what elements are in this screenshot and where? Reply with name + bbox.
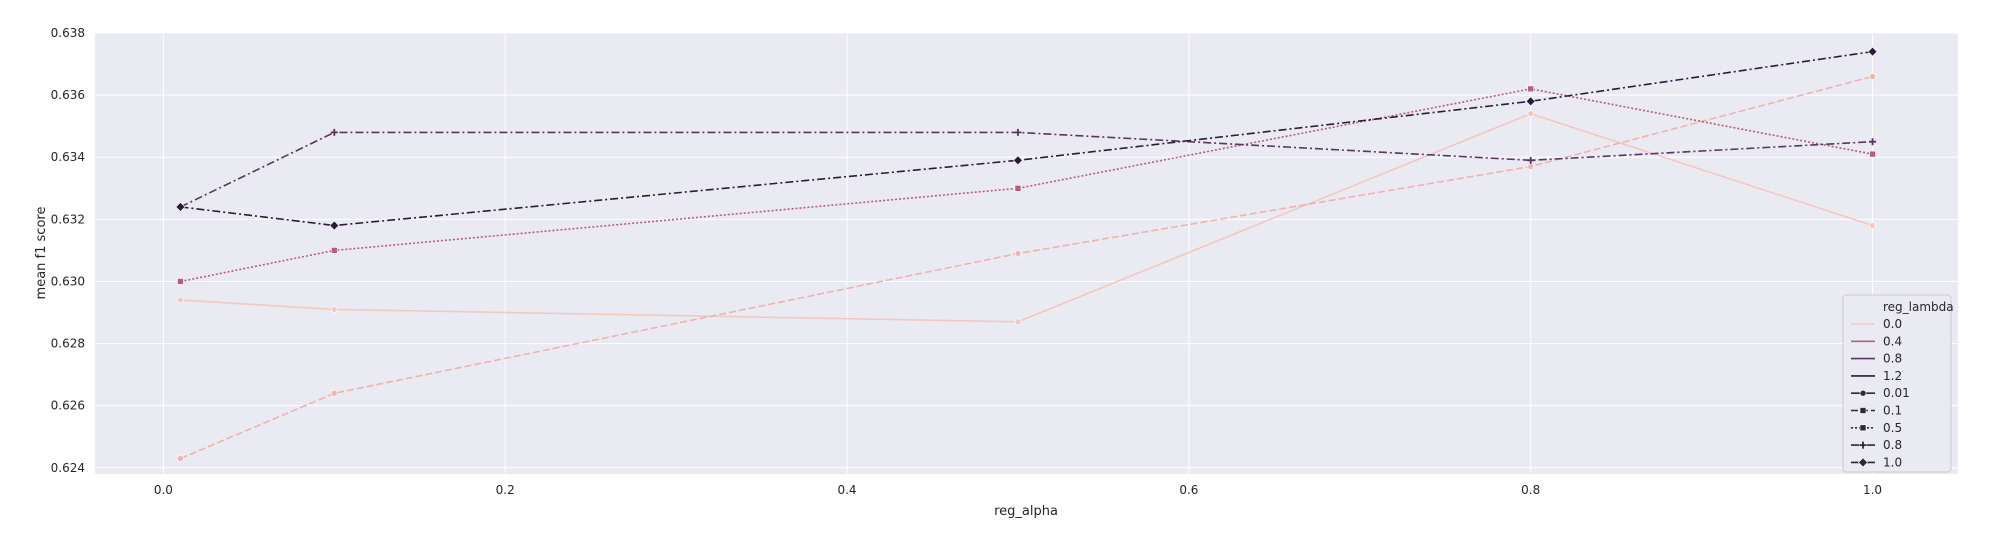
data-point [1527,110,1535,118]
y-tick-label: 0.638 [51,26,85,40]
legend-hue-label: 0.8 [1883,352,1902,366]
legend-style-marker [1859,389,1867,397]
data-point [330,389,338,397]
x-gridlines [162,33,1874,474]
data-point [1869,222,1876,229]
data-point [1013,155,1023,166]
data-point [177,278,184,285]
data-point [175,201,186,212]
data-point [1869,138,1877,146]
data-point [1869,73,1876,80]
data-point [1525,96,1536,107]
legend-style-label: 0.8 [1883,438,1902,452]
y-tick-label: 0.626 [51,399,85,413]
data-point [1014,184,1022,192]
legend-style-label: 0.1 [1883,404,1902,418]
legend-style-marker [1859,441,1867,449]
data-point [177,296,184,304]
data-point [1867,46,1878,57]
y-tick-label: 0.632 [51,212,85,226]
x-tick-label: 0.8 [1521,483,1540,497]
x-tick-label: 0.0 [154,483,173,497]
legend-hue-label: 1.2 [1883,369,1902,383]
legend-style-label: 0.5 [1883,421,1902,435]
legend-style-marker [1858,457,1868,468]
data-point [1014,250,1022,257]
series-line [180,50,1873,227]
data-point [1527,85,1535,93]
legend-style-label: 0.01 [1883,386,1910,400]
data-point [330,306,338,313]
y-tick-label: 0.628 [51,337,85,351]
y-tick-label: 0.630 [51,274,85,288]
plot-area-background [95,33,1958,474]
y-tick-label: 0.634 [51,150,85,164]
data-point [177,455,184,462]
data-point [1014,128,1022,136]
legend-style-marker [1859,424,1867,432]
x-tick-label: 1.0 [1863,483,1882,497]
series-line [180,88,1873,283]
legend-hue-label: 0.4 [1883,334,1902,348]
x-tick-label: 0.4 [837,483,856,497]
data-point [330,247,338,254]
data-point [1014,318,1022,326]
data-point [330,128,338,136]
series-markers [175,46,1878,462]
x-tick-labels: 0.0 0.2 0.4 0.6 0.8 1.0 [154,483,1882,497]
y-tick-label: 0.624 [51,461,85,475]
y-tick-labels: 0.624 0.626 0.628 0.630 0.632 0.634 0.636 0.638 [51,26,85,475]
legend: reg_lambda 0.0 0.4 0.8 1.2 0.01 0.1 0.5 0.8 1.0 [1842,294,1954,473]
y-axis-title: mean f1 score [34,207,49,300]
data-point [1527,163,1535,170]
data-point [1869,150,1876,158]
legend-style-label: 1.0 [1883,455,1902,469]
legend-box [1842,294,1952,473]
x-tick-label: 0.2 [496,483,515,497]
legend-title: reg_lambda [1883,300,1954,314]
x-tick-label: 0.6 [1179,483,1198,497]
data-point [329,220,340,231]
data-point [1527,156,1535,164]
x-axis-title: reg_alpha [994,504,1058,519]
legend-hue-label: 0.0 [1883,317,1902,331]
y-tick-label: 0.636 [51,88,85,102]
legend-style-marker [1859,407,1867,414]
